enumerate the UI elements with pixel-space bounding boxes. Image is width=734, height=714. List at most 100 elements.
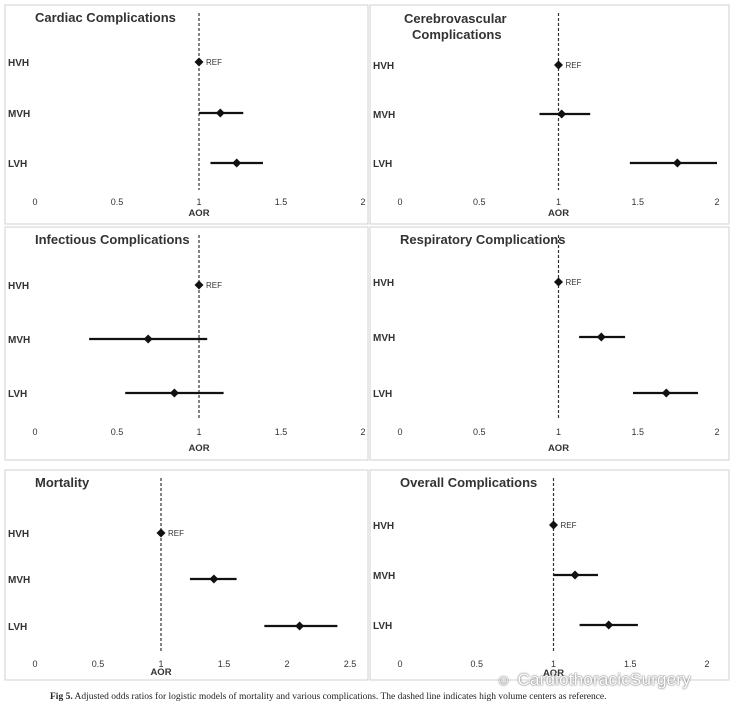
- row-label: MVH: [373, 571, 395, 582]
- row-label: LVH: [373, 389, 392, 400]
- forest-panel-6: Overall Complications HVH REF MVH LVH 0 0.5 1 1.…: [369, 469, 730, 681]
- point-estimate: [604, 620, 614, 630]
- x-tick-label: 0.5: [111, 427, 124, 437]
- chart-title: Cardiac Complications: [35, 10, 176, 25]
- x-tick-label: 1: [556, 427, 561, 437]
- x-axis-label: AOR: [548, 443, 569, 454]
- panel-frame: [4, 4, 369, 225]
- x-tick-label: 2: [360, 197, 365, 207]
- ref-label: REF: [566, 61, 582, 70]
- x-tick-label: 0.5: [92, 659, 105, 669]
- x-tick-label: 2: [284, 659, 289, 669]
- forest-panel-2: Cerebrovascular Complications HVH REF MVH LVH…: [369, 4, 730, 225]
- ref-label: REF: [566, 278, 582, 287]
- x-tick-label: 2: [360, 427, 365, 437]
- point-estimate: [143, 334, 153, 344]
- chart-title: Respiratory Complications: [400, 232, 565, 247]
- row-label: LVH: [373, 159, 392, 170]
- x-tick-label: 0: [32, 197, 37, 207]
- x-tick-label: 2.5: [344, 659, 357, 669]
- panel-frame: [369, 469, 730, 681]
- point-estimate: [554, 277, 563, 287]
- x-tick-label: 0.5: [473, 427, 486, 437]
- x-tick-label: 2: [704, 659, 709, 669]
- chart-title: Mortality: [35, 475, 90, 490]
- x-tick-label: 1: [551, 659, 556, 669]
- point-estimate: [672, 158, 682, 168]
- x-tick-label: 1: [196, 197, 201, 207]
- row-label: MVH: [373, 110, 395, 121]
- ref-label: REF: [168, 529, 184, 538]
- point-estimate: [209, 574, 219, 584]
- ref-label: REF: [206, 58, 222, 67]
- x-axis-label: AOR: [188, 443, 209, 454]
- point-estimate: [194, 57, 204, 67]
- row-label: LVH: [373, 621, 392, 632]
- x-tick-label: 1.5: [631, 427, 644, 437]
- caption-text: Adjusted odds ratios for logistic models…: [72, 692, 607, 702]
- forest-panel-4: Respiratory Complications HVH REF MVH LVH 0 0.…: [369, 226, 730, 461]
- panel-frame: [4, 226, 369, 461]
- row-label: HVH: [8, 281, 29, 292]
- row-label: LVH: [8, 389, 27, 400]
- point-estimate: [661, 388, 671, 398]
- x-tick-label: 1.5: [631, 197, 644, 207]
- row-label: MVH: [8, 335, 30, 346]
- forest-panel-3: Infectious Complications HVH REF MVH LVH 0 0.5…: [4, 226, 369, 461]
- chart-title: Cerebrovascular Complications: [404, 11, 507, 42]
- row-label: HVH: [373, 521, 394, 532]
- x-tick-label: 1.5: [218, 659, 231, 669]
- watermark: ☺ CardiothoracicSurgery: [496, 670, 691, 690]
- x-tick-label: 1.5: [624, 659, 637, 669]
- point-estimate: [570, 570, 580, 580]
- watermark-text: CardiothoracicSurgery: [517, 670, 691, 689]
- chart-title-line: Complications: [412, 27, 502, 42]
- point-estimate: [215, 108, 225, 118]
- x-tick-label: 0: [397, 659, 402, 669]
- point-estimate: [557, 109, 567, 119]
- row-label: LVH: [8, 159, 27, 170]
- x-tick-label: 1: [556, 197, 561, 207]
- x-tick-label: 2: [714, 197, 719, 207]
- point-estimate: [169, 388, 179, 398]
- point-estimate: [596, 332, 606, 342]
- x-tick-label: 0.5: [473, 197, 486, 207]
- row-label: HVH: [8, 58, 29, 69]
- chart-title-line: Cerebrovascular: [404, 11, 507, 26]
- row-label: HVH: [373, 61, 394, 72]
- caption-label: Fig 5.: [50, 692, 73, 702]
- point-estimate: [295, 621, 305, 631]
- x-axis-label: AOR: [188, 208, 209, 219]
- point-estimate: [194, 280, 204, 290]
- panel-frame: [369, 226, 730, 461]
- panel-frame: [4, 469, 369, 681]
- ref-label: REF: [561, 521, 577, 530]
- x-tick-label: 0: [32, 427, 37, 437]
- point-estimate: [156, 528, 166, 538]
- chart-title: Infectious Complications: [35, 232, 190, 247]
- row-label: MVH: [8, 575, 30, 586]
- x-tick-label: 1: [196, 427, 201, 437]
- x-tick-label: 2: [714, 427, 719, 437]
- chart-title: Overall Complications: [400, 475, 537, 490]
- row-label: HVH: [373, 278, 394, 289]
- x-tick-label: 0.5: [470, 659, 483, 669]
- row-label: LVH: [8, 622, 27, 633]
- row-label: HVH: [8, 529, 29, 540]
- row-label: MVH: [8, 109, 30, 120]
- point-estimate: [549, 520, 558, 530]
- x-tick-label: 0: [397, 197, 402, 207]
- point-estimate: [554, 60, 563, 70]
- x-axis-label: AOR: [150, 667, 171, 678]
- x-tick-label: 1.5: [275, 197, 288, 207]
- x-tick-label: 0: [32, 659, 37, 669]
- x-tick-label: 0: [397, 427, 402, 437]
- x-axis-label: AOR: [543, 668, 564, 679]
- forest-panel-5: Mortality HVH REF MVH LVH 0 0.5 1 1.5 2 2.5 AOR: [4, 469, 369, 681]
- x-tick-label: 0.5: [111, 197, 124, 207]
- ref-label: REF: [206, 281, 222, 290]
- wechat-icon: ☺: [496, 672, 512, 689]
- x-tick-label: 1.5: [275, 427, 288, 437]
- point-estimate: [232, 158, 242, 168]
